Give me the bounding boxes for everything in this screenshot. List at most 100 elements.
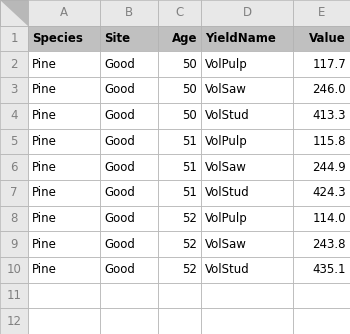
Bar: [293, 77, 350, 103]
Text: Good: Good: [104, 212, 135, 225]
Text: Species: Species: [32, 32, 83, 45]
Text: 117.7: 117.7: [312, 58, 346, 71]
Text: 10: 10: [7, 263, 21, 276]
Text: 3: 3: [10, 84, 18, 97]
Text: Good: Good: [104, 263, 135, 276]
Text: Good: Good: [104, 58, 135, 71]
Text: VolPulp: VolPulp: [205, 58, 248, 71]
Bar: [201, 308, 293, 334]
Bar: [28, 129, 100, 154]
Text: Good: Good: [104, 135, 135, 148]
Bar: [158, 231, 201, 257]
Bar: [100, 257, 158, 283]
Text: 52: 52: [182, 212, 197, 225]
Text: VolSaw: VolSaw: [205, 238, 247, 250]
Bar: [0, 154, 28, 180]
Text: B: B: [125, 6, 133, 19]
Text: 1: 1: [10, 32, 18, 45]
Bar: [293, 26, 350, 51]
Bar: [201, 257, 293, 283]
Bar: [100, 51, 158, 77]
Bar: [0, 77, 28, 103]
Text: 435.1: 435.1: [313, 263, 346, 276]
Bar: [293, 154, 350, 180]
Text: 11: 11: [7, 289, 21, 302]
Bar: [100, 231, 158, 257]
Text: 12: 12: [7, 315, 21, 328]
Text: 52: 52: [182, 238, 197, 250]
Text: Pine: Pine: [32, 238, 57, 250]
Text: Pine: Pine: [32, 186, 57, 199]
Text: 7: 7: [10, 186, 18, 199]
Text: VolSaw: VolSaw: [205, 84, 247, 97]
Bar: [0, 231, 28, 257]
Bar: [293, 103, 350, 129]
Bar: [201, 283, 293, 308]
Bar: [158, 0, 201, 26]
Text: 9: 9: [10, 238, 18, 250]
Bar: [201, 154, 293, 180]
Bar: [158, 77, 201, 103]
Bar: [201, 26, 293, 51]
Bar: [158, 51, 201, 77]
Text: C: C: [175, 6, 184, 19]
Text: 51: 51: [182, 135, 197, 148]
Text: VolStud: VolStud: [205, 109, 250, 122]
Bar: [201, 129, 293, 154]
Bar: [28, 51, 100, 77]
Bar: [158, 26, 201, 51]
Text: Site: Site: [104, 32, 130, 45]
Bar: [201, 0, 293, 26]
Text: Pine: Pine: [32, 263, 57, 276]
Bar: [0, 257, 28, 283]
Text: 50: 50: [182, 109, 197, 122]
Bar: [201, 180, 293, 206]
Bar: [158, 103, 201, 129]
Bar: [293, 206, 350, 231]
Bar: [100, 180, 158, 206]
Text: VolSaw: VolSaw: [205, 161, 247, 174]
Text: 424.3: 424.3: [312, 186, 346, 199]
Bar: [158, 180, 201, 206]
Text: Good: Good: [104, 109, 135, 122]
Bar: [158, 154, 201, 180]
Polygon shape: [0, 0, 28, 26]
Text: 246.0: 246.0: [312, 84, 346, 97]
Text: Pine: Pine: [32, 135, 57, 148]
Bar: [201, 206, 293, 231]
Bar: [293, 231, 350, 257]
Text: 51: 51: [182, 161, 197, 174]
Bar: [100, 77, 158, 103]
Bar: [0, 308, 28, 334]
Bar: [28, 180, 100, 206]
Text: 5: 5: [10, 135, 18, 148]
Bar: [293, 283, 350, 308]
Text: VolPulp: VolPulp: [205, 135, 248, 148]
Bar: [0, 0, 28, 26]
Text: Value: Value: [309, 32, 346, 45]
Text: VolStud: VolStud: [205, 186, 250, 199]
Bar: [0, 129, 28, 154]
Text: 6: 6: [10, 161, 18, 174]
Text: Good: Good: [104, 84, 135, 97]
Text: 51: 51: [182, 186, 197, 199]
Text: 50: 50: [182, 84, 197, 97]
Text: Good: Good: [104, 161, 135, 174]
Bar: [201, 51, 293, 77]
Bar: [158, 206, 201, 231]
Text: Age: Age: [172, 32, 197, 45]
Bar: [100, 308, 158, 334]
Bar: [28, 0, 100, 26]
Text: Pine: Pine: [32, 161, 57, 174]
Text: Pine: Pine: [32, 109, 57, 122]
Bar: [100, 129, 158, 154]
Bar: [293, 0, 350, 26]
Text: 114.0: 114.0: [312, 212, 346, 225]
Text: VolPulp: VolPulp: [205, 212, 248, 225]
Bar: [28, 257, 100, 283]
Bar: [100, 26, 158, 51]
Text: 115.8: 115.8: [313, 135, 346, 148]
Bar: [158, 283, 201, 308]
Text: Pine: Pine: [32, 58, 57, 71]
Bar: [100, 206, 158, 231]
